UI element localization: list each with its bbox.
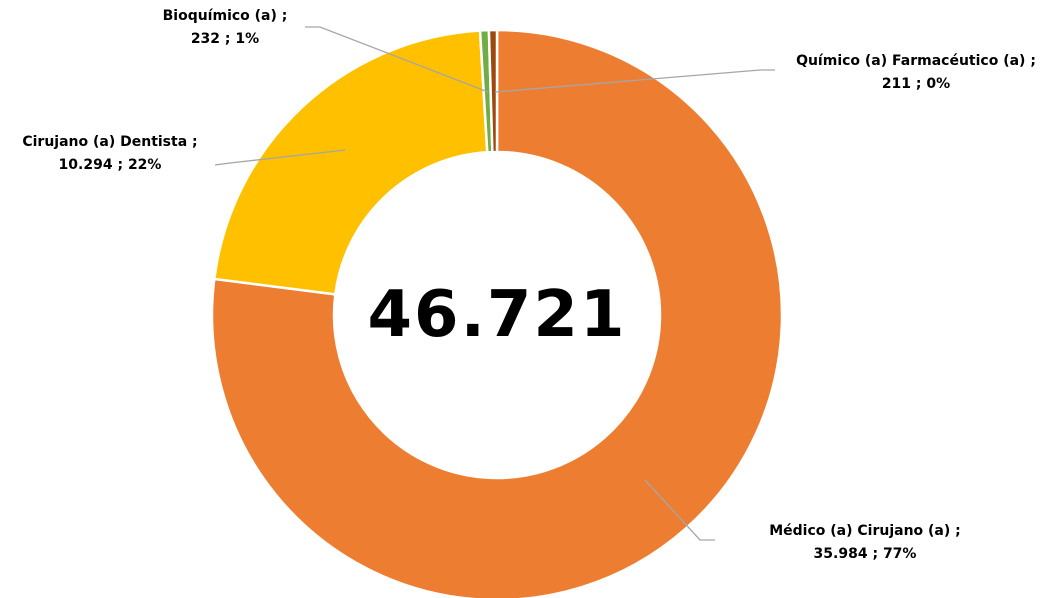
value-label: 211 — [881, 76, 912, 92]
leader-line — [214, 149, 346, 166]
percent-label: 77% — [882, 546, 917, 562]
data-label: Cirujano (a) Dentista ; 10.294 ; 22% — [10, 131, 210, 177]
leader-line — [494, 69, 775, 93]
percent-label: 1% — [235, 31, 260, 47]
percent-label: 22% — [127, 157, 162, 173]
data-label: Químico (a) Farmacéutico (a) ; 211 ; 0% — [785, 50, 1047, 96]
donut-segment — [487, 28, 499, 154]
separator: ; — [955, 523, 961, 539]
value-label: 35.984 — [813, 546, 868, 562]
value-label: 10.294 — [58, 157, 113, 173]
category-name: Médico (a) Cirujano (a) — [769, 523, 951, 539]
separator: ; — [872, 546, 879, 562]
separator: ; — [117, 157, 124, 173]
data-label: Médico (a) Cirujano (a) ; 35.984 ; 77% — [700, 520, 1030, 566]
leader-line — [644, 479, 715, 541]
donut-segment — [212, 29, 489, 296]
category-name: Químico (a) Farmacéutico (a) — [796, 53, 1026, 69]
separator: ; — [1030, 53, 1036, 69]
center-total: 46.721 — [367, 278, 627, 352]
separator: ; — [281, 8, 288, 24]
leader-line — [305, 26, 489, 93]
percent-label: 0% — [926, 76, 951, 92]
donut-segment — [210, 28, 784, 598]
category-name: Cirujano (a) Dentista — [22, 134, 188, 150]
separator: ; — [224, 31, 231, 47]
separator: ; — [192, 134, 198, 150]
separator: ; — [915, 76, 922, 92]
data-label: Bioquímico (a) ; 232 ; 1% — [110, 5, 340, 51]
value-label: 232 — [190, 31, 221, 47]
category-name: Bioquímico (a) — [162, 8, 277, 24]
